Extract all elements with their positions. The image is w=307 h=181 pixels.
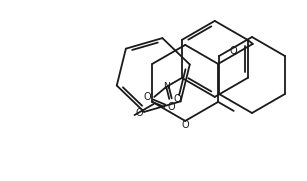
Text: O: O xyxy=(181,120,189,130)
Text: O: O xyxy=(135,108,143,118)
Text: O: O xyxy=(143,92,151,102)
Text: O: O xyxy=(173,94,181,104)
Text: O: O xyxy=(168,102,175,112)
Text: N: N xyxy=(163,82,170,91)
Text: O: O xyxy=(230,46,237,56)
